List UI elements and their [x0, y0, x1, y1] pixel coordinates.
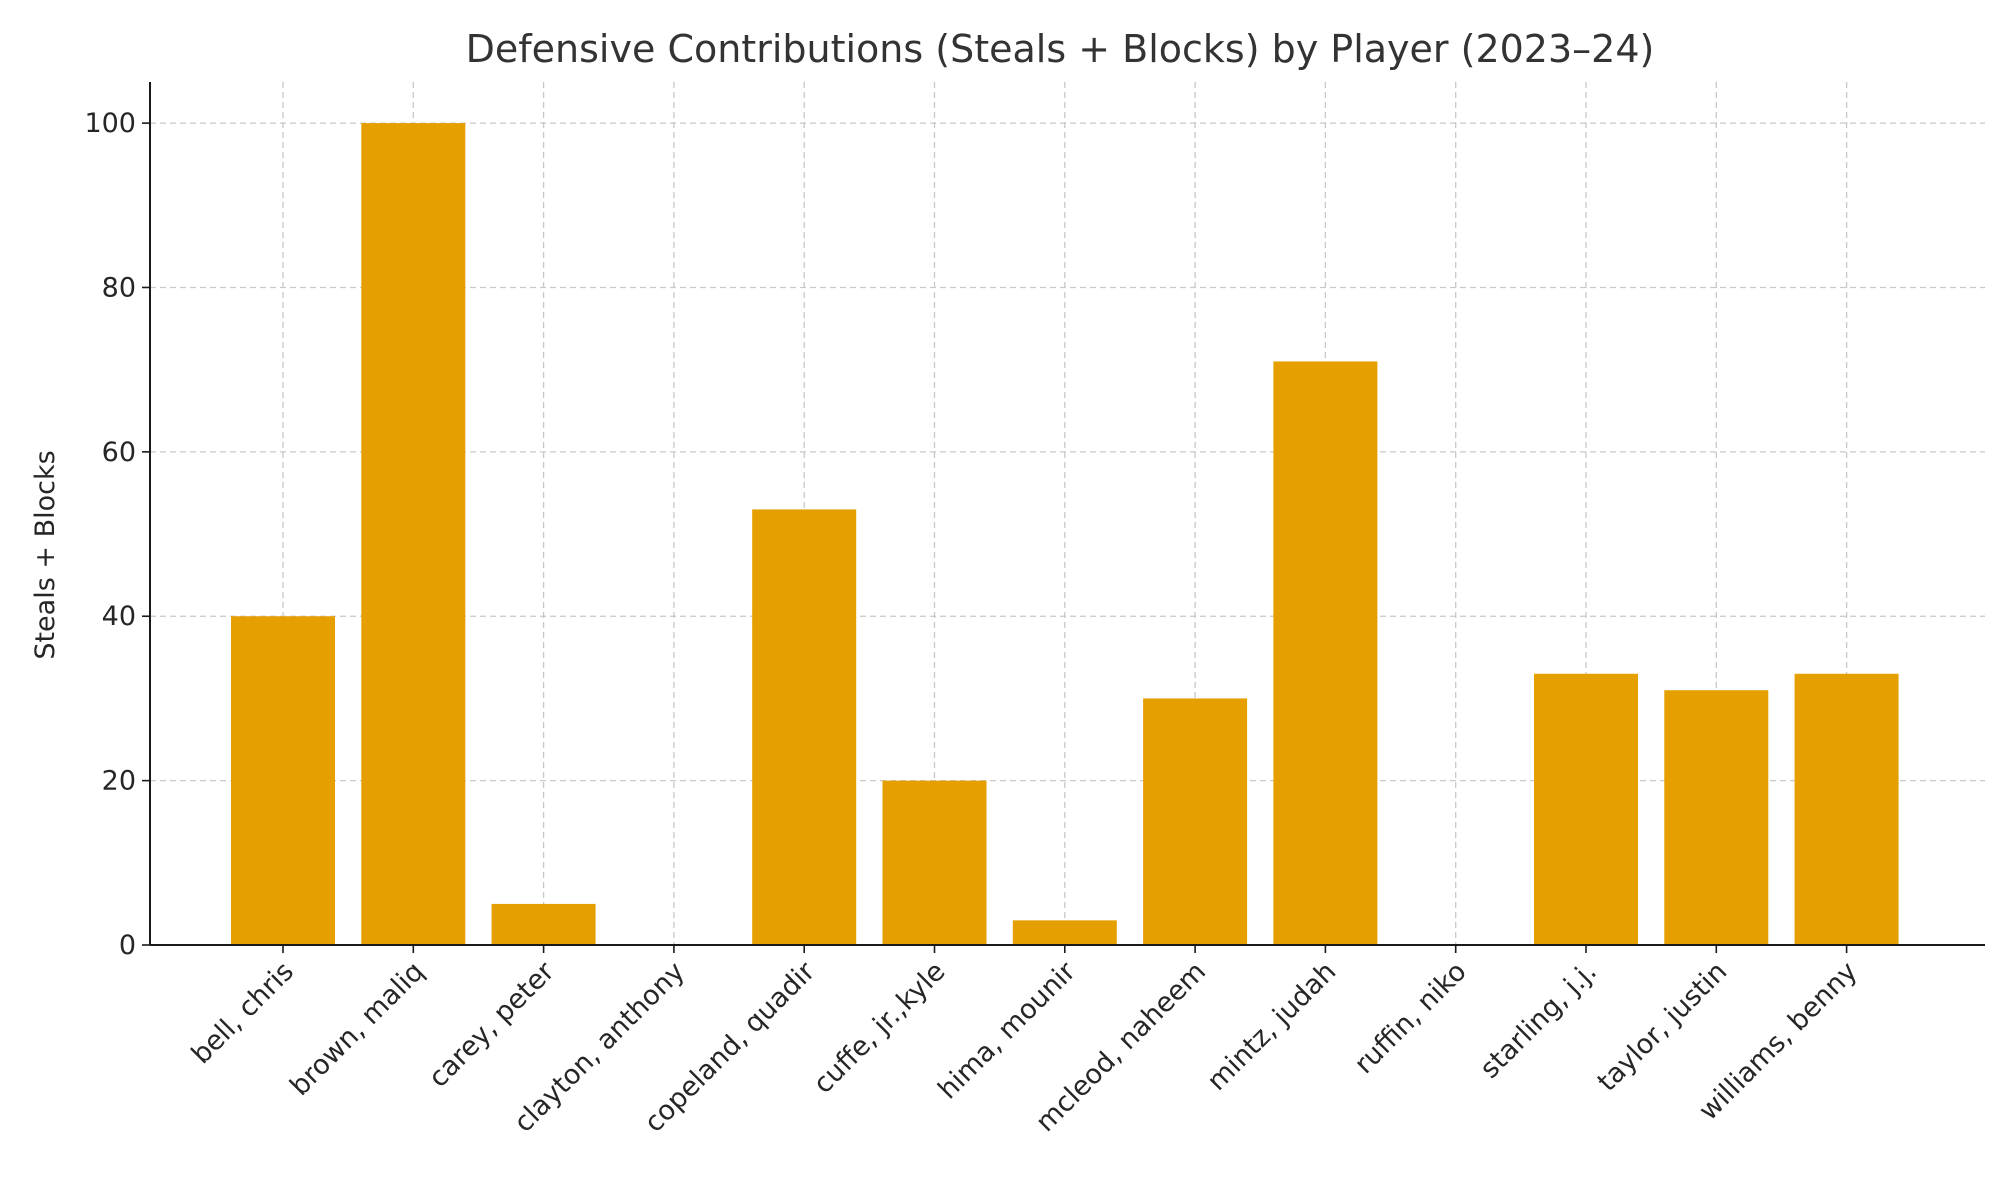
bars-layer [231, 123, 1899, 946]
y-tick-label: 100 [84, 108, 136, 139]
x-category-label: cuffe, jr.,kyle [808, 956, 952, 1100]
x-category-label: carey, peter [423, 955, 561, 1093]
x-category-label: mintz, judah [1201, 956, 1342, 1097]
x-category-label: ruffin, niko [1349, 956, 1473, 1080]
bar [1794, 673, 1899, 945]
x-category-label: hima, mounir [932, 955, 1082, 1105]
x-category-label: starling, j.j. [1474, 956, 1603, 1085]
bar [361, 123, 466, 946]
y-axis-label: Steals + Blocks [30, 450, 61, 659]
x-category-label: taylor, justin [1592, 956, 1734, 1098]
bar [1273, 361, 1378, 945]
y-tick-label: 0 [119, 930, 136, 961]
x-category-label: bell, chris [186, 956, 300, 1070]
x-category-label: brown, maliq [284, 956, 430, 1102]
y-tick-label: 60 [102, 437, 136, 468]
bar [752, 509, 857, 945]
y-tick-label: 80 [102, 272, 136, 303]
bar [1143, 698, 1248, 945]
axes-layer [142, 82, 1985, 953]
y-tick-label: 20 [102, 766, 136, 797]
y-tick-label: 40 [102, 601, 136, 632]
bar [1534, 673, 1638, 945]
bar [1664, 690, 1769, 945]
bar [1012, 920, 1117, 945]
chart-title: Defensive Contributions (Steals + Blocks… [466, 27, 1655, 71]
bar [231, 616, 335, 945]
bar [882, 780, 987, 945]
bar [491, 903, 596, 945]
